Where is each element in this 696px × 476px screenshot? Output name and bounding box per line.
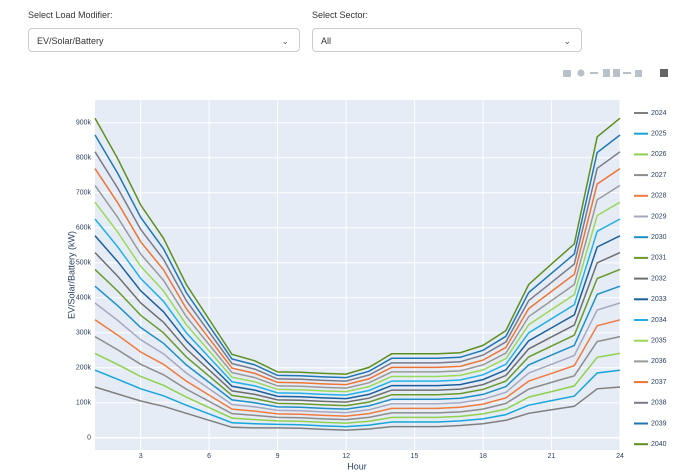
camera-icon[interactable] bbox=[563, 70, 571, 77]
dropdown[interactable]: EV/Solar/Battery ⌄ bbox=[28, 28, 300, 52]
series-line bbox=[94, 302, 621, 414]
series-line bbox=[94, 134, 621, 379]
legend-item[interactable]: 2037 bbox=[634, 379, 667, 386]
y-tick-label: 400k bbox=[76, 295, 92, 302]
legend-item[interactable]: 2039 bbox=[634, 420, 667, 427]
series-line bbox=[94, 218, 621, 396]
series-line bbox=[94, 235, 621, 400]
legend-label: 2035 bbox=[651, 338, 667, 345]
y-tick-label: 700k bbox=[76, 190, 92, 197]
legend-label: 2038 bbox=[651, 400, 667, 407]
legend-item[interactable]: 2028 bbox=[634, 193, 667, 200]
y-tick-label: 300k bbox=[76, 330, 92, 337]
x-tick-label: 6 bbox=[207, 453, 211, 460]
legend-label: 2033 bbox=[651, 296, 667, 303]
x-tick-label: 21 bbox=[548, 453, 556, 460]
x-tick-label: 24 bbox=[616, 453, 624, 460]
legend-item[interactable]: 2031 bbox=[634, 255, 667, 262]
x-tick-label: 18 bbox=[479, 453, 487, 460]
legend-item[interactable]: 2027 bbox=[634, 172, 667, 179]
legend-label: 2031 bbox=[651, 255, 667, 262]
modebar bbox=[563, 69, 668, 77]
legend-label: 2030 bbox=[651, 234, 667, 241]
legend-item[interactable]: 2032 bbox=[634, 275, 667, 282]
y-tick-label: 600k bbox=[76, 225, 92, 232]
series-line bbox=[94, 251, 621, 403]
dropdown-value: All bbox=[321, 36, 332, 46]
legend-label: 2026 bbox=[651, 151, 667, 158]
series-line bbox=[94, 151, 621, 382]
series-line bbox=[94, 117, 621, 375]
y-tick-label: 100k bbox=[76, 400, 92, 407]
legend-item[interactable]: 2029 bbox=[634, 213, 667, 220]
y-axis-title: EV/Solar/Battery (kW) bbox=[66, 231, 76, 319]
legend-item[interactable]: 2036 bbox=[634, 358, 667, 365]
legend-item[interactable]: 2030 bbox=[634, 234, 667, 241]
x-tick-label: 3 bbox=[139, 453, 143, 460]
legend-item[interactable]: 2026 bbox=[634, 151, 667, 158]
legend-item[interactable]: 2024 bbox=[634, 110, 667, 117]
legend-item[interactable]: 2025 bbox=[634, 131, 667, 138]
plotly-logo[interactable] bbox=[660, 69, 668, 77]
dropdown-label: Select Load Modifier: bbox=[28, 10, 113, 20]
legend-label: 2039 bbox=[651, 420, 667, 427]
y-tick-label: 900k bbox=[76, 120, 92, 127]
y-tick-label: 0 bbox=[87, 435, 91, 442]
series-line bbox=[94, 319, 621, 417]
y-tick-label: 800k bbox=[76, 155, 92, 162]
series-line bbox=[94, 167, 621, 386]
legend-label: 2037 bbox=[651, 379, 667, 386]
legend-label: 2027 bbox=[651, 172, 667, 179]
legend-label: 2036 bbox=[651, 358, 667, 365]
series-line bbox=[94, 201, 621, 393]
series-line bbox=[94, 335, 621, 421]
y-tick-label: 500k bbox=[76, 260, 92, 267]
dropdown[interactable]: All ⌄ bbox=[312, 28, 582, 52]
series-line bbox=[94, 369, 621, 428]
zoom-icon[interactable] bbox=[577, 69, 585, 77]
dropdown-arrow: ⌄ bbox=[281, 36, 289, 46]
series-line bbox=[94, 184, 621, 389]
dropdown-arrow: ⌄ bbox=[563, 36, 571, 46]
series-line bbox=[94, 268, 621, 407]
legend-label: 2028 bbox=[651, 193, 667, 200]
series-line bbox=[94, 285, 621, 410]
autoscale-icon[interactable] bbox=[623, 72, 631, 74]
legend-label: 2025 bbox=[651, 131, 667, 138]
legend-item[interactable]: 2033 bbox=[634, 296, 667, 303]
legend-label: 2032 bbox=[651, 275, 667, 282]
dropdown-label: Select Sector: bbox=[312, 10, 369, 20]
legend-item[interactable]: 2034 bbox=[634, 317, 667, 324]
x-axis-title: Hour bbox=[347, 461, 367, 471]
plot-area bbox=[95, 100, 620, 450]
legend-label: 2024 bbox=[651, 110, 667, 117]
legend-label: 2029 bbox=[651, 213, 667, 220]
pan-icon[interactable] bbox=[590, 72, 598, 74]
zoom-out-icon[interactable] bbox=[613, 69, 620, 77]
legend-label: 2034 bbox=[651, 317, 667, 324]
legend-item[interactable]: 2035 bbox=[634, 338, 667, 345]
series-line bbox=[94, 352, 621, 424]
reset-icon[interactable] bbox=[635, 70, 642, 77]
x-tick-label: 9 bbox=[276, 453, 280, 460]
series-line bbox=[94, 386, 621, 431]
x-tick-label: 15 bbox=[411, 453, 419, 460]
zoom-in-icon[interactable] bbox=[603, 69, 610, 77]
legend-item[interactable]: 2038 bbox=[634, 400, 667, 407]
dropdown-value: EV/Solar/Battery bbox=[37, 36, 104, 46]
legend-label: 2040 bbox=[651, 441, 667, 448]
legend-item[interactable]: 2040 bbox=[634, 441, 667, 448]
y-tick-label: 200k bbox=[76, 365, 92, 372]
x-tick-label: 12 bbox=[342, 453, 350, 460]
